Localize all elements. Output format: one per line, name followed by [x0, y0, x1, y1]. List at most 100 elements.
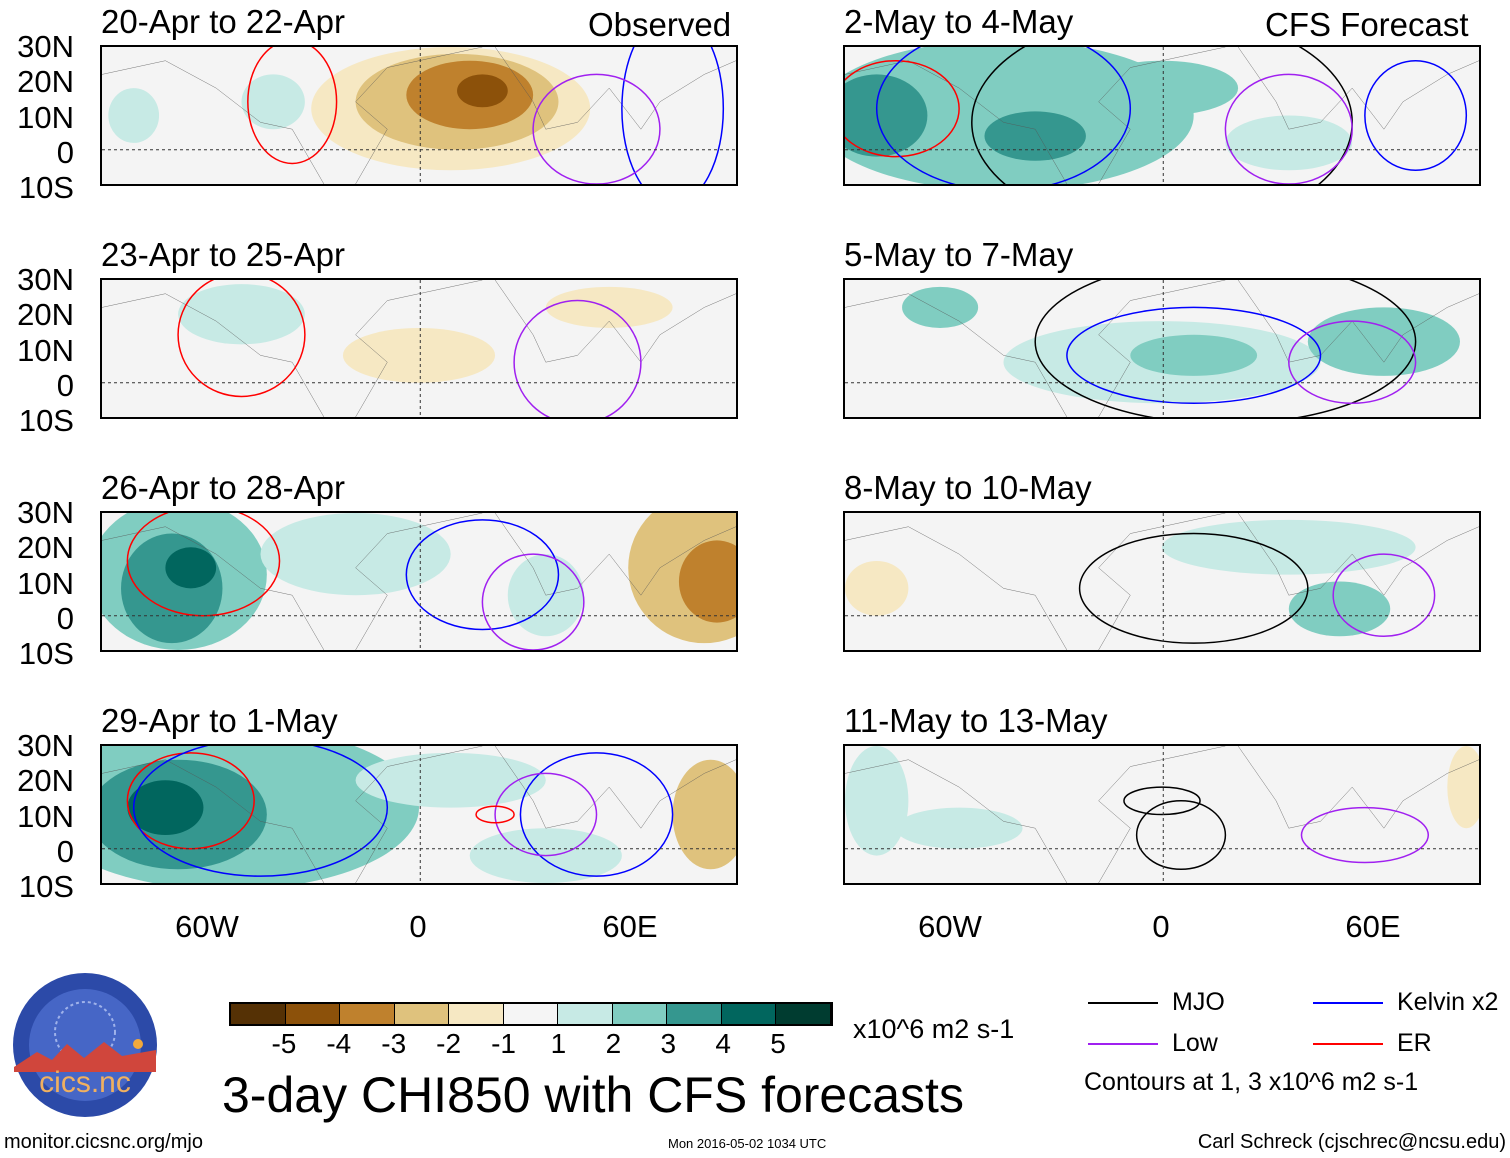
- map-panel-right1: [843, 278, 1481, 419]
- anomaly-shading: [108, 88, 160, 143]
- colorbar-swatch: [340, 1004, 395, 1024]
- lon-tick-label: 60W: [175, 909, 239, 944]
- cicsnc-logo: cics.nc: [12, 972, 158, 1118]
- colorbar-swatch: [449, 1004, 504, 1024]
- colorbar-swatch: [231, 1004, 286, 1024]
- colorbar-tick-label: 5: [770, 1028, 786, 1059]
- anomaly-shading: [355, 752, 546, 808]
- observed-header: Observed: [588, 6, 732, 43]
- colorbar-tick-label: -3: [381, 1028, 407, 1059]
- colorbar-swatch: [667, 1004, 722, 1024]
- colorbar-swatch: [776, 1004, 832, 1024]
- wave-contour: [476, 806, 514, 822]
- map-panel-right2: [843, 511, 1481, 652]
- coastline: [102, 527, 324, 650]
- coastline: [1099, 746, 1226, 883]
- anomaly-shading: [127, 780, 204, 836]
- anomaly-shading: [845, 560, 909, 616]
- anomaly-shading: [1130, 334, 1258, 376]
- lat-tick-label: 0: [56, 367, 74, 403]
- lat-tick-label: 0: [56, 833, 74, 869]
- colorbar-swatch: [558, 1004, 613, 1024]
- colorbar-swatch: [721, 1004, 777, 1024]
- coastline: [495, 746, 736, 828]
- anomaly-shading: [895, 807, 1023, 849]
- lat-tick-label: 10S: [18, 869, 74, 905]
- wave-contour: [406, 520, 558, 630]
- legend-label: Kelvin x2: [1397, 988, 1499, 1016]
- panel-title: 2-May to 4-May: [844, 3, 1074, 40]
- lat-tick-label: 30N: [17, 29, 74, 64]
- colorbar-tick-label: 3: [660, 1028, 677, 1059]
- lat-tick-label: 30N: [17, 262, 74, 297]
- legend-label: Low: [1172, 1029, 1218, 1057]
- map-panel-left1: [100, 278, 738, 419]
- coastline: [102, 61, 324, 184]
- wave-contour: [1124, 787, 1200, 814]
- wave-contour: [127, 753, 254, 849]
- lat-tick-label: 30N: [17, 728, 74, 763]
- wave-contour: [1333, 554, 1434, 636]
- panel-title: 23-Apr to 25-Apr: [101, 236, 345, 273]
- legend-line-kelvin: [1313, 1002, 1383, 1004]
- lat-tick-label: 30N: [17, 495, 74, 530]
- anomaly-shading: [984, 111, 1086, 161]
- panel-title: 11-May to 13-May: [844, 702, 1108, 739]
- coastline: [1238, 746, 1479, 828]
- wave-contour: [1080, 534, 1308, 644]
- map-panel-right3: [843, 744, 1486, 885]
- anomaly-shading: [121, 533, 223, 644]
- coastline: [356, 746, 483, 883]
- panel-title: 29-Apr to 1-May: [101, 702, 338, 739]
- anomaly-shading: [457, 74, 508, 108]
- lat-tick-label: 20N: [17, 763, 74, 799]
- panel-title: 26-Apr to 28-Apr: [101, 469, 345, 506]
- lat-tick-label: 10N: [17, 332, 74, 368]
- coastline: [1238, 47, 1479, 129]
- lat-tick-label: 10S: [18, 636, 74, 672]
- footer-url[interactable]: monitor.cicsnc.org/mjo: [4, 1131, 203, 1153]
- coastline: [1099, 47, 1226, 184]
- colorbar-tick-label: -5: [271, 1028, 297, 1059]
- coastline: [356, 47, 483, 184]
- legend-label: MJO: [1172, 988, 1225, 1016]
- anomaly-shading: [178, 284, 305, 345]
- lon-tick-label: 60E: [602, 909, 658, 944]
- lon-tick-label: 0: [409, 909, 427, 944]
- logo-text: cics.nc: [39, 1066, 131, 1099]
- lat-tick-label: 20N: [17, 64, 74, 100]
- wave-contour: [622, 47, 723, 184]
- map-panel-left3: [38, 725, 749, 890]
- anomaly-shading: [342, 327, 496, 383]
- colorbar-tick-label: -4: [326, 1028, 352, 1059]
- colorbar-swatch: [503, 1004, 559, 1024]
- coastline: [1099, 280, 1226, 417]
- legend-line-er: [1313, 1043, 1383, 1045]
- anomaly-shading: [1085, 60, 1239, 116]
- coastline: [356, 513, 483, 650]
- wave-contour: [1365, 61, 1466, 171]
- wave-contour: [495, 773, 596, 855]
- colorbar-tick-label: 1: [550, 1028, 567, 1059]
- anomaly-shading: [165, 547, 217, 589]
- figure-title: 3-day CHI850 with CFS forecasts: [222, 1067, 964, 1123]
- colorbar-tick-label: -1: [491, 1028, 516, 1059]
- colorbar-swatch: [285, 1004, 341, 1024]
- lat-tick-label: 20N: [17, 530, 74, 566]
- anomaly-shading: [260, 513, 451, 596]
- lat-tick-label: 10S: [18, 403, 74, 439]
- colorbar-units: x10^6 m2 s-1: [853, 1014, 1015, 1044]
- coastline: [845, 527, 1067, 650]
- panel-title: 8-May to 10-May: [844, 469, 1092, 506]
- lon-tick-label: 0: [1152, 909, 1170, 944]
- colorbar-swatch: [612, 1004, 668, 1024]
- coastline: [495, 513, 736, 595]
- lat-tick-label: 10N: [17, 99, 74, 135]
- coastline: [845, 760, 1067, 883]
- lat-tick-label: 20N: [17, 297, 74, 333]
- coastline: [495, 280, 736, 362]
- anomaly-shading: [241, 74, 305, 130]
- lat-tick-label: 10S: [18, 170, 74, 206]
- legend-line-mjo: [1088, 1002, 1158, 1004]
